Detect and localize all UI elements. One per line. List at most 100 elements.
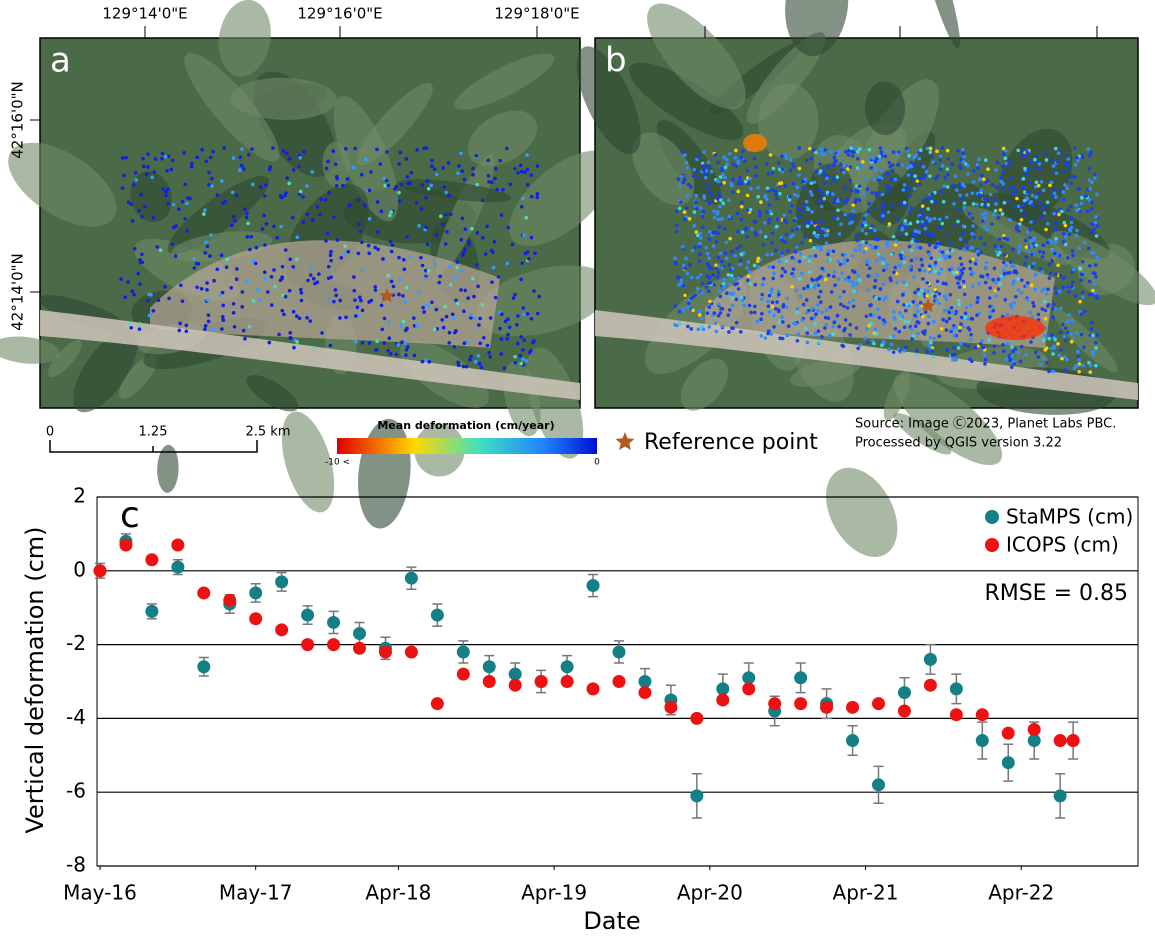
deformation-point [798,277,802,281]
deformation-point [850,220,854,224]
deformation-point [210,177,214,181]
data-point [405,572,418,585]
deformation-point [235,194,239,198]
deformation-point [991,183,995,187]
deformation-point [683,267,687,271]
deformation-point [352,275,356,279]
deformation-point [986,277,990,281]
deformation-point [734,164,738,168]
deformation-point [1067,313,1071,317]
deformation-point [774,193,778,197]
deformation-point [920,263,924,267]
deformation-point [978,193,982,197]
deformation-point [1034,272,1038,276]
deformation-point [847,276,851,280]
deformation-point [882,282,886,286]
deformation-point [334,294,338,298]
deformation-point [819,248,823,252]
deformation-point [858,248,862,252]
deformation-point [261,227,265,231]
deformation-point [728,308,732,312]
deformation-point [447,161,451,165]
deformation-point [788,210,792,214]
deformation-point [717,271,721,275]
deformation-point [1060,210,1064,214]
deformation-point [903,320,907,324]
deformation-point [965,193,969,197]
deformation-point [1033,165,1037,169]
deformation-point [907,185,911,189]
deformation-point [1071,249,1075,253]
deformation-point [1035,180,1039,184]
deformation-point [969,333,973,337]
deformation-point [775,300,779,304]
deformation-point [915,353,919,357]
deformation-point [997,216,1001,220]
deformation-point [881,193,885,197]
deformation-point [890,205,894,209]
deformation-point [876,273,880,277]
deformation-point [699,206,703,210]
deformation-point [908,195,912,199]
deformation-point [908,245,912,249]
deformation-point [193,257,197,261]
data-point [145,605,158,618]
latitude-label: 42°14'0"N [9,253,27,330]
deformation-point [683,153,687,157]
deformation-point [404,329,408,333]
deformation-point [427,269,431,273]
deformation-point [892,351,896,355]
deformation-point [723,227,727,231]
deformation-point [283,194,287,198]
deformation-point [1010,345,1014,349]
deformation-point [164,155,168,159]
deformation-point [1007,186,1011,190]
deformation-point [996,287,1000,291]
deformation-point [952,310,956,314]
deformation-point [329,259,333,263]
deformation-point [975,163,979,167]
deformation-point [346,177,350,181]
deformation-point [361,341,365,345]
deformation-point [917,293,921,297]
deformation-point [1040,207,1044,211]
hotspot [743,134,767,152]
deformation-point [898,311,902,315]
deformation-point [903,349,907,353]
deformation-point [519,164,523,168]
deformation-point [1081,291,1085,295]
deformation-point [994,209,998,213]
deformation-point [1043,300,1047,304]
deformation-point [836,175,840,179]
deformation-point [397,162,401,166]
deformation-point [942,282,946,286]
deformation-point [775,197,779,201]
deformation-point [771,231,775,235]
deformation-point [885,263,889,267]
deformation-point [501,188,505,192]
deformation-point [1064,235,1068,239]
deformation-point [885,149,889,153]
deformation-point [802,256,806,260]
deformation-point [853,270,857,274]
deformation-point [678,207,682,211]
deformation-point [311,219,315,223]
deformation-point [969,338,973,342]
deformation-point [816,235,820,239]
deformation-point [803,235,807,239]
deformation-point [960,316,964,320]
deformation-point [688,217,692,221]
deformation-point [828,258,832,262]
deformation-point [927,315,931,319]
deformation-point [834,159,838,163]
deformation-point [402,258,406,262]
deformation-point [1087,247,1091,251]
deformation-point [207,171,211,175]
deformation-point [680,278,684,282]
deformation-point [931,233,935,237]
deformation-point [880,169,884,173]
deformation-point [536,192,540,196]
deformation-point [238,168,242,172]
deformation-point [848,323,852,327]
deformation-point [506,337,510,341]
